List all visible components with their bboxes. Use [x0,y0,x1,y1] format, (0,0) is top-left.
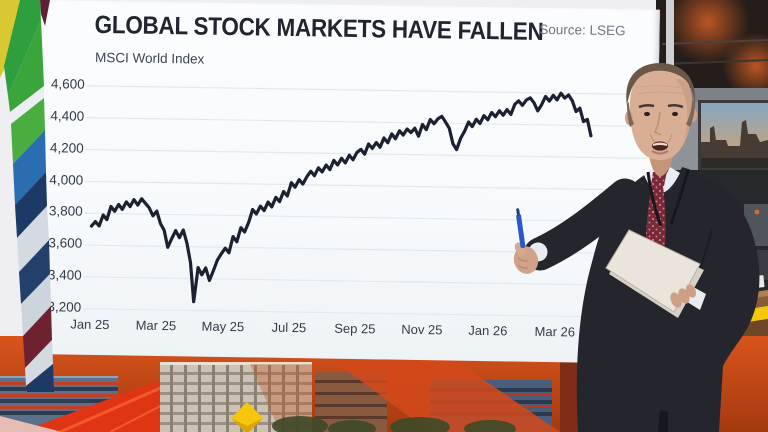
hair [626,63,696,106]
gridline [83,308,646,319]
left-decor-strip [0,0,60,392]
x-axis-label: Jan 25 [70,316,110,333]
right-arm-sleeve [523,178,642,271]
pen [516,208,526,249]
index-line [89,91,593,304]
x-axis-label: Jul 25 [271,319,307,336]
gridline [85,180,648,191]
wall-trees [272,416,516,432]
presenter [495,50,768,432]
left-decor-art [0,0,54,392]
gridline [85,148,648,159]
presenter-figure [513,63,760,432]
left-hand [670,284,697,308]
x-axis-label: Mar 25 [135,317,177,334]
line-chart [83,85,649,319]
x-axis-label: May 25 [201,318,245,335]
wall-orange-diagonal [300,336,560,432]
x-axis-label: Sep 25 [334,320,376,337]
diamond-logo [231,402,263,432]
x-axis-label: Nov 25 [401,321,443,338]
skyline-screen [698,100,768,170]
gridline [86,85,649,96]
board-edge-gap [666,0,674,96]
presenter-head [625,63,697,161]
gridline [86,117,649,128]
chart-board: GLOBAL STOCK MARKETS HAVE FALLEN MSCI Wo… [32,0,660,364]
wall-corner-sliver [0,416,62,432]
gridline [84,212,647,223]
gridline [83,276,646,287]
